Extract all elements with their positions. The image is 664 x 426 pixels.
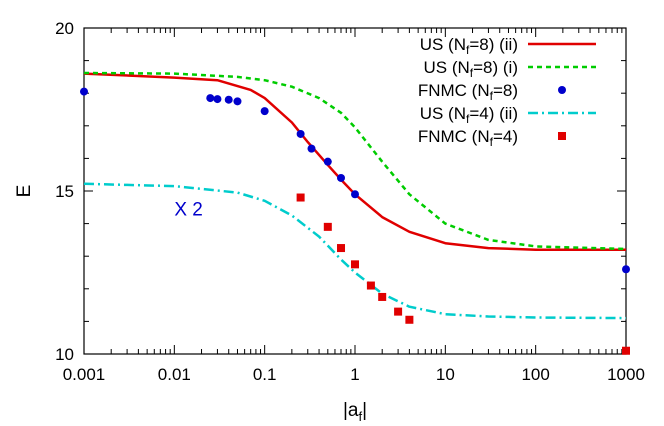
legend-sample-4 <box>558 132 566 140</box>
series-point-4 <box>622 346 630 355</box>
series-line-3 <box>83 182 627 320</box>
legend-label-2: FNMC (Nf=8) <box>418 81 518 103</box>
series-point-4 <box>296 193 305 202</box>
series-point-2 <box>323 157 332 166</box>
x-axis-label: |af| <box>343 400 367 424</box>
x-tick-label: 0.1 <box>253 365 277 384</box>
series-point-2 <box>233 97 242 106</box>
series-point-4 <box>323 222 332 231</box>
y-axis-label: E <box>14 185 35 198</box>
series-point-2 <box>296 129 305 138</box>
series-point-2 <box>307 144 316 153</box>
y-tick-label: 15 <box>55 182 74 201</box>
annotation-x2: X 2 <box>174 199 203 220</box>
legend-sample-2 <box>558 86 566 94</box>
legend-label-4: FNMC (Nf=4) <box>418 127 518 149</box>
legend-label-3: US (Nf=4) (ii) <box>420 104 518 126</box>
series-point-2 <box>206 94 215 103</box>
x-tick-label: 100 <box>521 365 549 384</box>
series-point-4 <box>378 292 387 301</box>
series-point-2 <box>337 173 346 182</box>
x-tick-label: 1000 <box>607 365 645 384</box>
series-point-4 <box>405 315 414 324</box>
legend-label-1: US (Nf=8) (i) <box>424 58 519 80</box>
series-point-2 <box>80 87 88 96</box>
series-point-4 <box>337 244 346 253</box>
series-point-2 <box>622 265 630 274</box>
x-tick-label: 10 <box>436 365 455 384</box>
series-point-2 <box>260 107 269 116</box>
y-tick-label: 10 <box>55 345 74 364</box>
series-point-4 <box>394 307 403 316</box>
series-point-2 <box>213 95 222 104</box>
series-line-0 <box>83 72 626 251</box>
series-point-2 <box>351 190 359 199</box>
y-tick-label: 20 <box>55 19 74 38</box>
legend-label-0: US (Nf=8) (ii) <box>420 35 518 57</box>
series-point-2 <box>224 95 233 104</box>
series-point-4 <box>366 281 375 290</box>
x-tick-label: 0.01 <box>158 365 191 384</box>
x-tick-label: 0.001 <box>63 365 106 384</box>
x-tick-label: 1 <box>350 365 359 384</box>
series-line-1 <box>83 71 627 251</box>
series-point-4 <box>351 260 359 269</box>
